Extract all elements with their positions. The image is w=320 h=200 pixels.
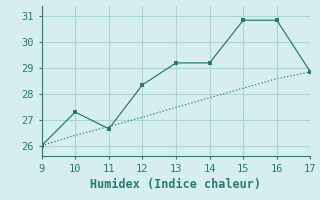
X-axis label: Humidex (Indice chaleur): Humidex (Indice chaleur) xyxy=(91,178,261,191)
